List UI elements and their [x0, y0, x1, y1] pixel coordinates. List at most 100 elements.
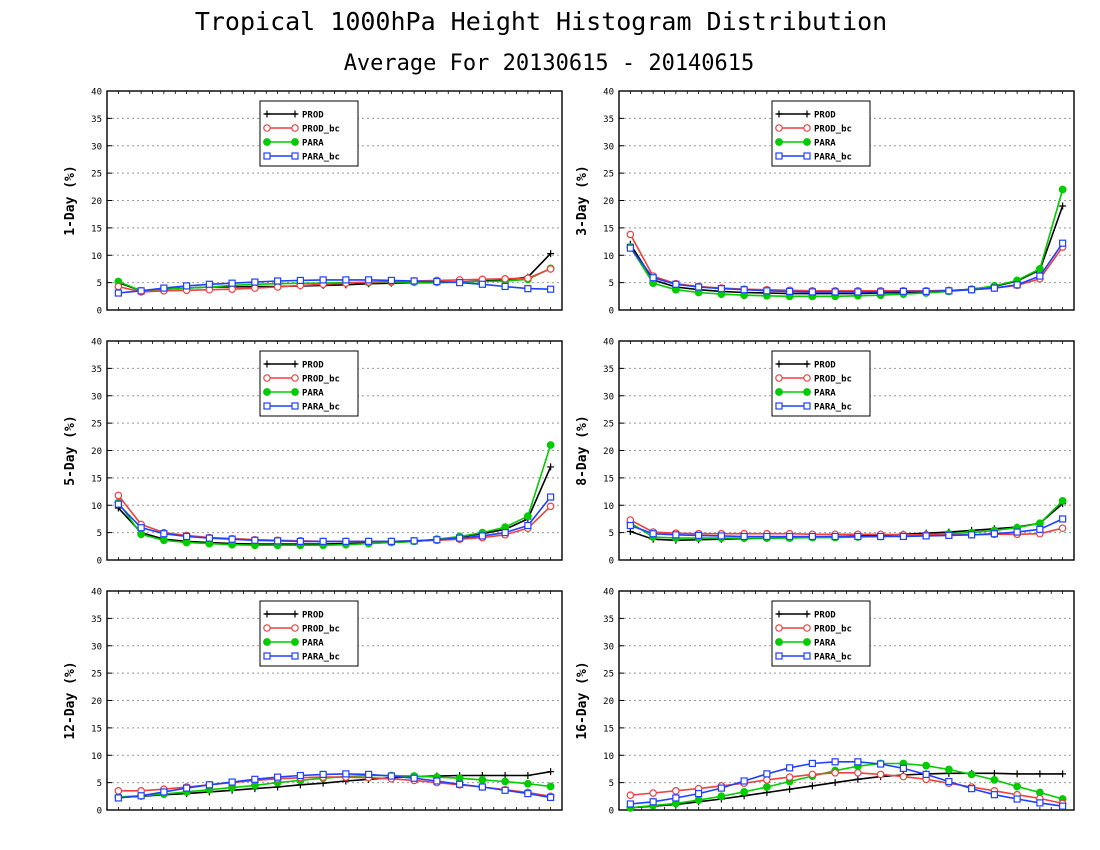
panel-2-prod-point-101 — [775, 110, 783, 118]
panel-5: 0 5 10 15 20 25 30 35 40 12-Day (%) PROD PROD_bc PAR… — [63, 588, 563, 817]
panel-3-series-prod-bc — [114, 491, 555, 546]
panel-5-para-bc-point-4 — [183, 784, 191, 792]
panel-3-para-bc-point-12 — [365, 537, 373, 545]
panel-5-para-bc-point-107 — [263, 652, 271, 660]
panel-5-para-bc-point-17 — [478, 783, 486, 791]
panel-6-ytick-label: 0 — [609, 807, 614, 817]
panel-4-ytick-label: 5 — [609, 529, 614, 539]
panel-6-para-bc-point-8 — [786, 764, 794, 772]
panel-4-ytick-label: 10 — [603, 502, 614, 512]
panel-4-para-point-19 — [1035, 519, 1044, 528]
panel-5-ytick-label: 25 — [91, 670, 102, 680]
panel-5-prod-bc-point-103 — [263, 624, 271, 632]
panel-6-prod-point-11 — [854, 775, 862, 783]
panel-4-prod-point-101 — [775, 360, 783, 368]
panel-5-ytick-label: 10 — [91, 752, 102, 762]
panel-4-prod-point-1 — [626, 528, 634, 536]
panel-3-para-bc-point-14 — [410, 537, 418, 545]
panel-5-para-bc-point-7 — [251, 775, 259, 783]
panel-6-para-bc-point-108 — [803, 652, 811, 660]
panel-5-line-prod — [118, 770, 551, 799]
panel-6-para-bc-point-2 — [649, 798, 657, 806]
panel-2-para-bc-point-16 — [968, 286, 976, 294]
panel-1-legend-label-4: PARA_bc — [302, 153, 340, 163]
panel-5-para-point-18 — [501, 777, 510, 786]
panel-6-ytick-label: 20 — [603, 697, 614, 707]
panel-3-para-bc-point-8 — [274, 537, 282, 545]
panel-5-para-bc-point-108 — [291, 652, 299, 660]
panel-1: 0 5 10 15 20 25 30 35 40 1-Day (%) PROD PROD_bc PARA… — [63, 88, 563, 317]
panel-1-para-bc-point-13 — [387, 276, 395, 285]
panel-2-para-bc-point-10 — [831, 288, 839, 296]
panel-1-prod-bc-point-20 — [546, 265, 555, 273]
panel-3-para-bc-point-17 — [478, 532, 486, 540]
panel-3-legend-label-2: PROD_bc — [302, 375, 340, 385]
panel-2-legend-label-4: PARA_bc — [814, 153, 852, 163]
panel-6-para-bc-point-9 — [808, 759, 816, 768]
panel-6-series-para-bc — [626, 758, 1067, 810]
panel-1-ytick-label: 20 — [91, 197, 102, 207]
panel-2-line-para-bc — [629, 242, 1064, 293]
panel-5-legend-label-2: PROD_bc — [302, 625, 340, 635]
panel-6-para-point-4 — [694, 796, 703, 805]
panel-2-series-para-bc — [626, 239, 1067, 296]
panel-2-prod-point-20 — [1059, 202, 1067, 210]
panel-5-series-prod — [114, 768, 555, 801]
panel-1-para-bc-point-2 — [137, 287, 145, 295]
panel-4-ytick-label: 20 — [603, 447, 614, 457]
panel-2-ytick-label: 20 — [603, 197, 614, 207]
panel-6-ytick-label: 15 — [603, 724, 614, 734]
panel-2-para-bc-point-13 — [899, 287, 907, 295]
panel-4-para-bc-point-10 — [831, 532, 839, 541]
panel-6-prod-point-9 — [808, 782, 816, 790]
panel-3-ytick-label: 30 — [91, 392, 102, 402]
panel-3-para-bc-point-11 — [342, 537, 350, 545]
panel-6-prod-bc-point-11 — [854, 768, 862, 777]
panel-6-line-prod-bc — [630, 771, 1063, 805]
panel-6-ylabel: 16-Day (%) — [575, 661, 590, 739]
panel-4-para-bc-point-12 — [877, 532, 885, 541]
panel-5-series-prod-bc — [114, 773, 555, 801]
panel-6-para-bc-point-16 — [968, 785, 976, 793]
panel-3-para-bc-point-107 — [263, 402, 271, 410]
panel-3-para-bc-point-5 — [205, 534, 213, 542]
panel-2-ylabel: 3-Day (%) — [575, 165, 590, 235]
panel-3-para-point-19 — [523, 512, 532, 521]
panel-5-ytick-label: 0 — [97, 807, 102, 817]
panel-2-para-bc-point-12 — [877, 288, 885, 296]
panel-3-prod-bc-point-20 — [546, 502, 555, 511]
panel-6-prod-point-19 — [1036, 770, 1044, 778]
panel-3-line-para — [117, 444, 552, 547]
panel-5-para-bc-point-15 — [433, 777, 441, 785]
panel-6-prod-bc-point-7 — [763, 776, 771, 784]
panel-2-prod-bc-point-1 — [626, 230, 635, 239]
panel-1-prod-bc-point-6 — [228, 285, 236, 293]
panel-5-para-bc-point-16 — [456, 780, 464, 788]
panel-2-para-bc-point-20 — [1059, 239, 1067, 247]
panel-5-legend-box — [259, 600, 359, 667]
panel-3-ytick-label: 35 — [91, 365, 102, 375]
panel-3-para-point-20 — [546, 441, 555, 449]
panel-5-para-point-105 — [263, 638, 271, 646]
panel-1-prod-bc-point-18 — [501, 274, 509, 283]
panel-4-para-bc-point-13 — [899, 532, 907, 541]
panel-5-para-bc-point-3 — [160, 788, 168, 796]
panel-2-ytick-label: 35 — [603, 115, 614, 125]
panel-1-para-bc-point-6 — [228, 279, 236, 287]
panel-2-para-bc-point-11 — [854, 288, 862, 296]
panel-2-para-point-19 — [1035, 265, 1044, 273]
panel-3-prod-point-102 — [291, 360, 299, 368]
panel-2-prod-point-102 — [803, 110, 811, 118]
panel-5-ylabel: 12-Day (%) — [63, 661, 78, 739]
panel-4-para-bc-point-20 — [1059, 515, 1067, 523]
panel-6-para-bc-point-18 — [1013, 795, 1021, 803]
panel-3-para-bc-point-16 — [456, 534, 464, 542]
panel-3-ytick-label: 40 — [91, 338, 102, 348]
panel-6-prod-bc-point-103 — [775, 624, 783, 632]
panel-2-para-bc-point-107 — [775, 152, 783, 160]
panel-4-para-bc-point-14 — [922, 532, 930, 540]
panel-6-para-point-7 — [762, 783, 771, 791]
panel-5-para-bc-point-8 — [274, 773, 282, 781]
panel-6-para-bc-point-107 — [775, 652, 783, 660]
